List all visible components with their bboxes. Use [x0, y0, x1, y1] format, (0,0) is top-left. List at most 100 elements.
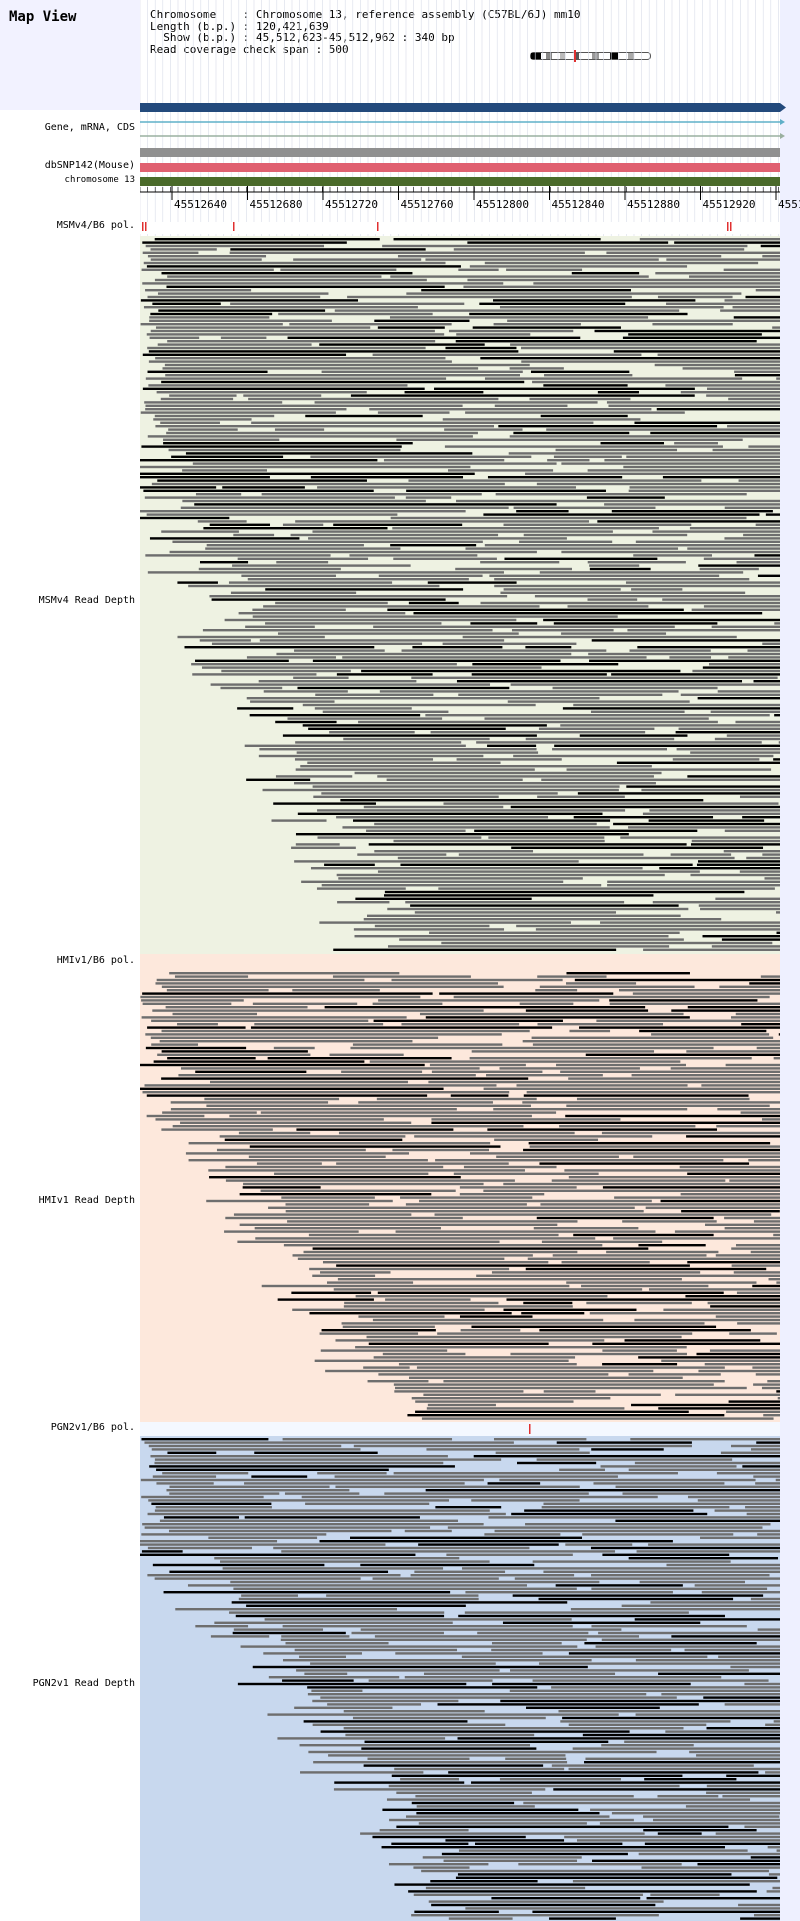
read-segment [352, 1043, 503, 1046]
read-segment [521, 360, 780, 363]
read-segment [503, 588, 621, 591]
read-segment [140, 411, 336, 414]
read-segment [562, 1716, 780, 1720]
read-segment [396, 438, 743, 441]
read-segment [626, 785, 780, 788]
read-segment [729, 1332, 777, 1335]
genome-track-area[interactable]: 45512640 45512680 45512720 45512760 45512800… [140, 0, 800, 1921]
snp-mark[interactable] [233, 222, 235, 231]
read-segment [148, 1444, 342, 1448]
read-segment [768, 1873, 780, 1876]
read-segment [140, 465, 471, 469]
read-segment [561, 632, 667, 635]
gene-bar[interactable] [140, 103, 780, 112]
read-segment [634, 1318, 780, 1322]
read-segment [166, 1489, 350, 1492]
read-segment [483, 1189, 780, 1192]
read-segment [290, 533, 499, 537]
read-segment [690, 751, 780, 754]
read-segment [147, 346, 426, 350]
read-segment [587, 598, 638, 601]
read-segment [724, 506, 780, 509]
read-segment [509, 435, 780, 438]
snp-mark[interactable] [377, 222, 379, 231]
read-segment [427, 1403, 496, 1407]
chromosome-ideogram[interactable] [530, 50, 652, 62]
read-segment [776, 1390, 780, 1393]
chromosome-bar[interactable] [140, 177, 780, 186]
read-segment [206, 1104, 531, 1107]
read-segment [172, 1012, 258, 1016]
read-segment [652, 901, 780, 904]
read-segment [717, 1108, 780, 1111]
read-segment [180, 1067, 480, 1070]
snp-mark[interactable] [142, 222, 144, 231]
read-segment [345, 1733, 535, 1737]
read-segment [632, 992, 780, 995]
read-segment [601, 1131, 780, 1135]
snp-mark[interactable] [529, 1424, 531, 1434]
chromosome-track-label: chromosome 13 [64, 175, 135, 185]
read-segment [459, 1315, 533, 1318]
feature-grey-bar[interactable] [140, 148, 780, 157]
read-segment [706, 1727, 780, 1730]
ruler-tick-label: 45512840 [552, 198, 605, 211]
read-segment [367, 1757, 470, 1760]
read-segment [777, 1397, 780, 1400]
read-segment [233, 1213, 412, 1216]
read-segment [282, 1679, 354, 1682]
read-segment [295, 741, 462, 744]
read-segment [670, 853, 732, 856]
read-segment [342, 656, 647, 659]
read-segment [308, 727, 506, 730]
read-segment [220, 336, 267, 339]
read-segment [251, 421, 594, 424]
read-segment [397, 856, 735, 860]
read-segment [456, 680, 743, 683]
coordinate-ruler: 45512640 45512680 45512720 45512760 45512800… [140, 186, 800, 211]
read-segment [275, 775, 353, 778]
read-segment [319, 1540, 673, 1543]
snp-mark[interactable] [145, 222, 147, 231]
read-segment [425, 1016, 690, 1019]
snp-mark[interactable] [730, 222, 732, 231]
read-segment [307, 1686, 538, 1689]
read-segment [222, 1567, 444, 1570]
read-segment [210, 1635, 270, 1638]
read-segment [589, 567, 651, 571]
read-segment [337, 901, 390, 904]
read-segment [471, 1781, 780, 1784]
read-segment [307, 761, 501, 764]
read-segment [282, 734, 537, 737]
read-segment [477, 1631, 589, 1635]
read-segment [742, 816, 780, 819]
read-segment [778, 1033, 780, 1036]
msm-pol-track[interactable] [140, 222, 780, 234]
read-segment [140, 323, 283, 326]
read-segment [735, 1244, 780, 1247]
read-segment [755, 1482, 780, 1485]
read-segment [464, 1611, 689, 1614]
read-segment [185, 1152, 410, 1155]
read-segment [368, 1679, 493, 1682]
read-segment [724, 299, 780, 302]
read-segment [294, 1706, 393, 1709]
read-segment [553, 455, 622, 458]
read-segment [180, 1121, 412, 1124]
read-segment [568, 1767, 780, 1771]
read-segment [314, 707, 412, 710]
read-segment [395, 1386, 747, 1390]
hmi-pol-track[interactable] [140, 954, 780, 970]
read-segment [147, 435, 473, 438]
read-segment [514, 1577, 780, 1580]
read-segment [317, 486, 576, 489]
dbsnp-bar[interactable] [140, 163, 780, 172]
read-segment [723, 268, 780, 271]
ruler-tick-label: 45512760 [401, 198, 454, 211]
read-segment [296, 1128, 454, 1131]
pgn-pol-track[interactable] [140, 1422, 780, 1436]
snp-mark[interactable] [727, 222, 729, 231]
read-segment [723, 850, 780, 853]
read-segment [140, 1087, 444, 1090]
read-segment [343, 737, 490, 741]
